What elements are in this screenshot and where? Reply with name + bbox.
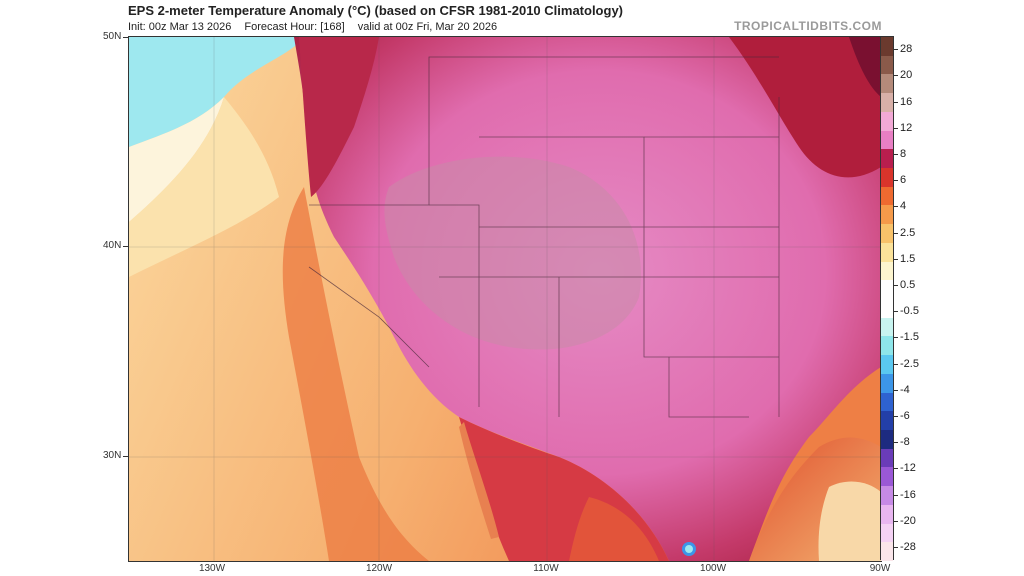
- colorbar-segment: [881, 486, 893, 506]
- colorbar-tick: [894, 520, 898, 522]
- colorbar-tick: [894, 415, 898, 417]
- colorbar-label: 0.5: [900, 278, 916, 291]
- colorbar-tick: [894, 363, 898, 365]
- colorbar-segment: [881, 336, 893, 356]
- colorbar-label: 28: [900, 43, 913, 56]
- colorbar-tick: [894, 75, 898, 77]
- colorbar-tick: [894, 311, 898, 313]
- colorbar-segment: [881, 355, 893, 375]
- colorbar-label: -6: [900, 409, 910, 422]
- graticule: [129, 37, 881, 561]
- lat-tick: [123, 246, 128, 247]
- colorbar-label: -28: [900, 540, 916, 553]
- colorbar-segment: [881, 504, 893, 525]
- colorbar-segment: [881, 55, 893, 75]
- colorbar-label: 6: [900, 174, 907, 187]
- lat-label-40n: 40N: [103, 240, 122, 251]
- colorbar-label: -1.5: [900, 331, 919, 344]
- chart-subtitle: Init: 00z Mar 13 2026 Forecast Hour: [16…: [128, 21, 507, 33]
- colorbar-tick: [894, 49, 898, 51]
- colorbar-tick: [894, 101, 898, 103]
- colorbar-tick: [894, 389, 898, 391]
- colorbar-tick: [894, 258, 898, 260]
- lon-label-130w: 130W: [198, 563, 226, 574]
- lat-tick: [123, 37, 128, 38]
- state-borders: [308, 56, 780, 418]
- colorbar-label: 20: [900, 69, 913, 82]
- colorbar-label: -8: [900, 436, 910, 449]
- colorbar-segment: [881, 542, 893, 562]
- colorbar-segment: [881, 448, 893, 468]
- colorbar-tick: [894, 284, 898, 286]
- colorbar-segment: [881, 205, 893, 225]
- colorbar-label: -4: [900, 383, 910, 396]
- colorbar-label: 16: [900, 95, 913, 108]
- colorbar-tick: [894, 180, 898, 182]
- colorbar-tick: [894, 206, 898, 208]
- colorbar-tick: [894, 494, 898, 496]
- colorbar-segment: [881, 93, 893, 113]
- colorbar-segment: [881, 242, 893, 263]
- colorbar-segment: [881, 149, 893, 169]
- colorbar-segment: [881, 299, 893, 319]
- ocean-cool-patch: [129, 37, 304, 147]
- colorbar-label: 12: [900, 121, 913, 134]
- brand-watermark: TROPICALTIDBITS.COM: [734, 19, 882, 33]
- colorbar-segment: [881, 168, 893, 188]
- colorbar-label: 4: [900, 200, 907, 213]
- colorbar-label: -16: [900, 488, 916, 501]
- colorbar-segment: [881, 261, 893, 281]
- colorbar-tick: [894, 127, 898, 129]
- colorbar-tick: [894, 468, 898, 470]
- colorbar-segment: [881, 74, 893, 94]
- colorbar-tick: [894, 442, 898, 444]
- lat-label-30n: 30N: [103, 450, 122, 461]
- colorbar-segment: [881, 186, 893, 206]
- colorbar-segment: [881, 523, 893, 543]
- colorbar-segment: [881, 224, 893, 244]
- colorbar-tick: [894, 337, 898, 339]
- map-frame[interactable]: [128, 36, 882, 562]
- chart-title: EPS 2-meter Temperature Anomaly (°C) (ba…: [128, 3, 623, 18]
- colorbar-segment: [881, 392, 893, 412]
- colorbar-label: -2.5: [900, 357, 919, 370]
- colorbar-tick: [894, 232, 898, 234]
- lon-label-90w: 90W: [869, 563, 891, 574]
- lon-label-100w: 100W: [699, 563, 727, 574]
- valid-time: valid at 00z Fri, Mar 20 2026: [357, 21, 498, 33]
- colorbar-label: 2.5: [900, 226, 916, 239]
- colorbar-label: -12: [900, 462, 916, 475]
- colorbar-label: 1.5: [900, 252, 916, 265]
- colorbar-segment: [881, 130, 893, 150]
- forecast-hour: Forecast Hour: [168]: [244, 21, 345, 33]
- colorbar-segment: [881, 317, 893, 337]
- colorbar-label: 8: [900, 147, 907, 160]
- colorbar-segment: [881, 411, 893, 431]
- lat-tick: [123, 456, 128, 457]
- lon-label-120w: 120W: [365, 563, 393, 574]
- colorbar-tick: [894, 546, 898, 548]
- lat-label-50n: 50N: [103, 31, 122, 42]
- colorbar-segment: [881, 467, 893, 487]
- colorbar-segment: [881, 430, 893, 450]
- colorbar-segment: [881, 373, 893, 394]
- colorbar-label: -20: [900, 514, 916, 527]
- init-time: Init: 00z Mar 13 2026: [128, 21, 232, 33]
- colorbar: [880, 36, 894, 562]
- anomaly-map: [129, 37, 881, 561]
- lon-label-110w: 110W: [533, 563, 559, 574]
- colorbar-label: -0.5: [900, 305, 919, 318]
- colorbar-segment: [881, 280, 893, 300]
- colorbar-segment: [881, 111, 893, 132]
- colorbar-segment: [881, 37, 893, 57]
- colorbar-tick: [894, 153, 898, 155]
